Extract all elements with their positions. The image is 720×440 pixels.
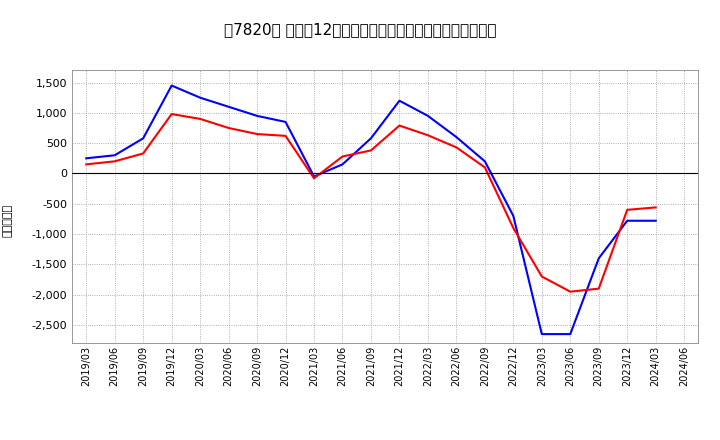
当期純利益 <box>480 165 489 170</box>
経常利益 <box>366 136 375 141</box>
経常利益 <box>82 156 91 161</box>
当期純利益 <box>509 225 518 231</box>
Line: 当期純利益: 当期純利益 <box>86 114 656 292</box>
経常利益 <box>395 98 404 103</box>
経常利益 <box>537 331 546 337</box>
当期純利益 <box>395 123 404 128</box>
当期純利益 <box>82 162 91 167</box>
Line: 経常利益: 経常利益 <box>86 85 656 334</box>
当期純利益 <box>196 116 204 121</box>
Text: （百万円）: （百万円） <box>2 203 12 237</box>
経常利益 <box>423 113 432 118</box>
経常利益 <box>167 83 176 88</box>
経常利益 <box>595 256 603 261</box>
当期純利益 <box>537 274 546 279</box>
経常利益 <box>139 136 148 141</box>
当期純利益 <box>253 132 261 137</box>
経常利益 <box>253 113 261 118</box>
当期純利益 <box>110 159 119 164</box>
当期純利益 <box>310 176 318 181</box>
経常利益 <box>509 213 518 219</box>
当期純利益 <box>139 151 148 156</box>
経常利益 <box>623 218 631 224</box>
当期純利益 <box>566 289 575 294</box>
当期純利益 <box>623 207 631 213</box>
経常利益 <box>338 162 347 167</box>
経常利益 <box>566 331 575 337</box>
当期純利益 <box>282 133 290 139</box>
経常利益 <box>480 159 489 164</box>
経常利益 <box>225 104 233 110</box>
当期純利益 <box>366 148 375 153</box>
当期純利益 <box>452 145 461 150</box>
経常利益 <box>196 95 204 100</box>
経常利益 <box>110 153 119 158</box>
当期純利益 <box>595 286 603 291</box>
当期純利益 <box>652 205 660 210</box>
経常利益 <box>452 135 461 140</box>
Text: ［7820］ 利益の12か月移動合計の対前年同期増減額の推移: ［7820］ 利益の12か月移動合計の対前年同期増減額の推移 <box>224 22 496 37</box>
経常利益 <box>282 119 290 125</box>
当期純利益 <box>338 154 347 159</box>
経常利益 <box>310 174 318 179</box>
当期純利益 <box>225 125 233 131</box>
当期純利益 <box>167 111 176 117</box>
当期純利益 <box>423 132 432 138</box>
経常利益 <box>652 218 660 224</box>
